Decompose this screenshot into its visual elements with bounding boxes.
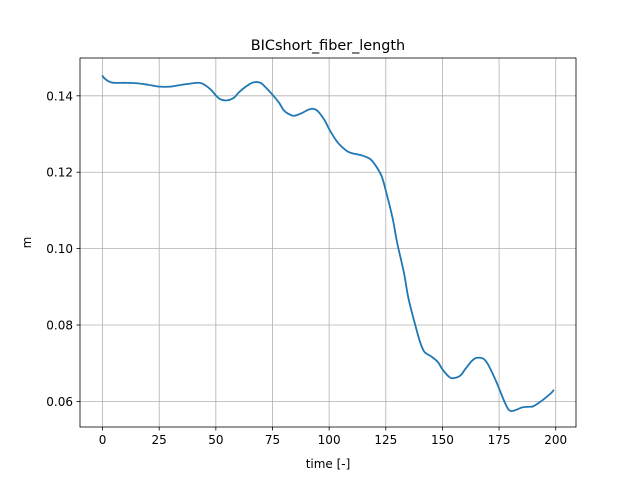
x-tick-label: 50 [208, 433, 223, 447]
x-tick-label: 25 [152, 433, 167, 447]
y-tick-label: 0.14 [46, 89, 73, 103]
axes-frame [79, 57, 577, 428]
x-tick-label: 75 [265, 433, 280, 447]
series-line [101, 75, 555, 413]
x-axis-label: time [-] [306, 457, 351, 471]
x-tick-label: 100 [318, 433, 341, 447]
x-tick-label: 150 [431, 433, 454, 447]
y-tick-label: 0.08 [46, 319, 73, 333]
y-axis-label: m [20, 237, 34, 249]
x-tick-label: 175 [488, 433, 511, 447]
y-tick-label: 0.06 [46, 395, 73, 409]
series-layer [101, 75, 555, 413]
grid-lines [80, 58, 576, 427]
chart-title: BICshort_fiber_length [251, 38, 405, 54]
x-tick-label: 0 [99, 433, 107, 447]
x-tick-label: 125 [374, 433, 397, 447]
y-tick-label: 0.12 [46, 166, 73, 180]
x-axis-ticks: 0 25 50 75 100 125 150 175 200 [99, 427, 567, 447]
y-axis-ticks: 0.06 0.08 0.10 0.12 0.14 [46, 89, 80, 409]
x-tick-label: 200 [544, 433, 567, 447]
y-tick-label: 0.10 [46, 242, 73, 256]
